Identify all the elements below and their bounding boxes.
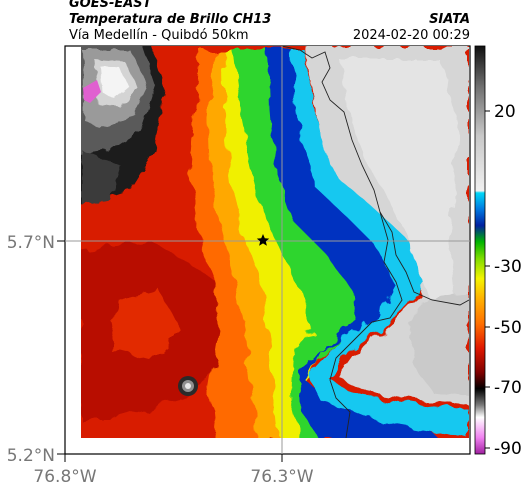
border-line-south xyxy=(329,321,373,438)
coastline xyxy=(281,46,469,306)
product-title: Temperatura de Brillo CH13 xyxy=(69,12,272,27)
colorbar-tick-label: -70 xyxy=(494,378,522,398)
lat-tick-label: 5.2°N xyxy=(7,446,55,466)
satellite-title: GOES-EAST xyxy=(69,0,152,11)
lon-tick-label: 76.8°W xyxy=(33,467,96,487)
lon-tick-label: 76.3°W xyxy=(250,467,313,487)
colorbar-tick-label: -90 xyxy=(494,439,522,459)
border-line xyxy=(371,211,403,323)
colorbar-tick-label: -50 xyxy=(494,318,522,338)
brand-label: SIATA xyxy=(429,12,470,27)
colorbar xyxy=(474,45,486,455)
lat-tick-label: 5.7°N xyxy=(7,233,55,253)
route-label: Vía Medellín - Quibdó 50km xyxy=(69,28,249,43)
star-marker-icon xyxy=(256,234,270,246)
brightness-temperature-field xyxy=(81,46,469,438)
colorbar-tick-label: 20 xyxy=(494,102,516,122)
datetime-label: 2024-02-20 00:29 xyxy=(352,28,470,43)
colorbar-tick-label: -30 xyxy=(494,257,522,277)
